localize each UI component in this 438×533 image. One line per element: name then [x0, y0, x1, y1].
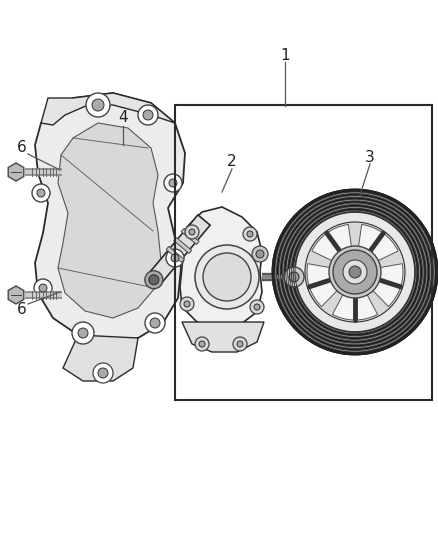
Circle shape [273, 190, 437, 354]
Circle shape [37, 189, 45, 197]
Wedge shape [367, 264, 403, 306]
Circle shape [254, 304, 260, 310]
Circle shape [171, 254, 179, 262]
Circle shape [349, 266, 361, 278]
Circle shape [277, 193, 433, 350]
Wedge shape [332, 288, 378, 320]
Text: 2: 2 [227, 155, 237, 169]
Polygon shape [174, 238, 191, 253]
Circle shape [34, 279, 52, 297]
Circle shape [293, 210, 417, 334]
Bar [175, 105, 432, 400]
Circle shape [185, 225, 199, 239]
Circle shape [286, 203, 424, 341]
Circle shape [247, 231, 253, 237]
Circle shape [150, 318, 160, 328]
Circle shape [288, 205, 422, 340]
Circle shape [284, 267, 304, 287]
Circle shape [256, 250, 264, 258]
Circle shape [282, 199, 428, 345]
Circle shape [169, 179, 177, 187]
Circle shape [184, 301, 190, 307]
Polygon shape [63, 335, 138, 381]
Polygon shape [8, 286, 24, 304]
Text: 4: 4 [118, 110, 128, 125]
Circle shape [333, 250, 377, 294]
Circle shape [289, 272, 299, 282]
Circle shape [275, 192, 435, 352]
Circle shape [243, 227, 257, 241]
Circle shape [329, 246, 381, 298]
Circle shape [149, 274, 159, 285]
Circle shape [252, 246, 268, 262]
Polygon shape [58, 123, 161, 318]
Polygon shape [181, 229, 199, 245]
Wedge shape [312, 224, 353, 264]
Circle shape [72, 322, 94, 344]
Circle shape [138, 105, 158, 125]
Circle shape [233, 337, 247, 351]
Circle shape [189, 229, 195, 235]
Circle shape [93, 363, 113, 383]
Circle shape [195, 337, 209, 351]
Circle shape [98, 368, 108, 378]
Circle shape [203, 253, 251, 301]
Wedge shape [357, 224, 398, 264]
Circle shape [343, 260, 367, 284]
Text: 1: 1 [280, 47, 290, 62]
Text: 3: 3 [365, 149, 375, 165]
Circle shape [250, 300, 264, 314]
Circle shape [273, 190, 437, 354]
Circle shape [195, 245, 259, 309]
Circle shape [78, 328, 88, 338]
Circle shape [284, 201, 426, 343]
Circle shape [39, 284, 47, 292]
Circle shape [86, 93, 110, 117]
Text: 6: 6 [17, 303, 27, 318]
Circle shape [290, 206, 420, 337]
Circle shape [305, 222, 405, 322]
Circle shape [295, 212, 415, 332]
Polygon shape [35, 93, 185, 343]
Circle shape [32, 184, 50, 202]
Circle shape [180, 297, 194, 311]
Circle shape [280, 197, 430, 346]
Circle shape [145, 271, 163, 289]
Circle shape [199, 341, 205, 347]
Text: 6: 6 [17, 141, 27, 156]
Circle shape [237, 341, 243, 347]
Circle shape [166, 249, 184, 267]
Polygon shape [41, 93, 175, 125]
Circle shape [291, 208, 419, 336]
Polygon shape [148, 215, 210, 285]
Circle shape [92, 99, 104, 111]
Polygon shape [166, 246, 184, 262]
Polygon shape [182, 322, 264, 352]
Circle shape [279, 196, 431, 349]
Polygon shape [180, 207, 262, 330]
Wedge shape [307, 264, 343, 306]
Circle shape [143, 110, 153, 120]
Circle shape [164, 174, 182, 192]
Polygon shape [8, 163, 24, 181]
Circle shape [145, 313, 165, 333]
